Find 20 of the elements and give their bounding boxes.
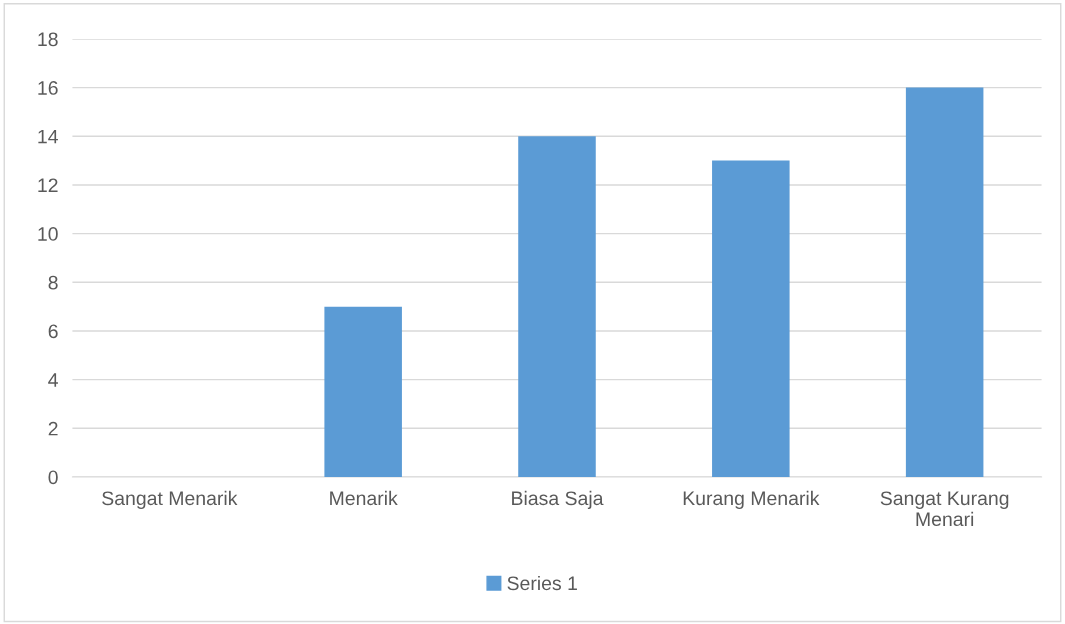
legend-label: Series 1	[507, 575, 577, 591]
y-tick-label: 10	[38, 227, 58, 241]
y-tick-label: 12	[38, 178, 58, 192]
bar	[518, 136, 596, 477]
y-tick-label: 4	[48, 373, 58, 387]
x-tick-label: Sangat Menarik	[102, 490, 238, 509]
y-tick-label: 0	[48, 470, 58, 485]
y-tick-label: 8	[48, 275, 58, 290]
bar	[712, 160, 790, 477]
y-tick-label: 6	[48, 324, 58, 339]
x-tick-label: Menarik	[330, 490, 398, 506]
x-tick-label: Sangat Kurang Menari	[880, 491, 1009, 527]
y-tick-label: 16	[38, 81, 58, 95]
x-tick-label: Biasa Saja	[512, 490, 604, 509]
bar	[324, 306, 402, 477]
y-tick-label: 2	[48, 421, 58, 436]
y-tick-label: 18	[38, 32, 58, 47]
bar	[905, 87, 984, 477]
y-tick-label: 14	[38, 129, 58, 144]
x-tick-label: Kurang Menarik	[683, 490, 820, 509]
